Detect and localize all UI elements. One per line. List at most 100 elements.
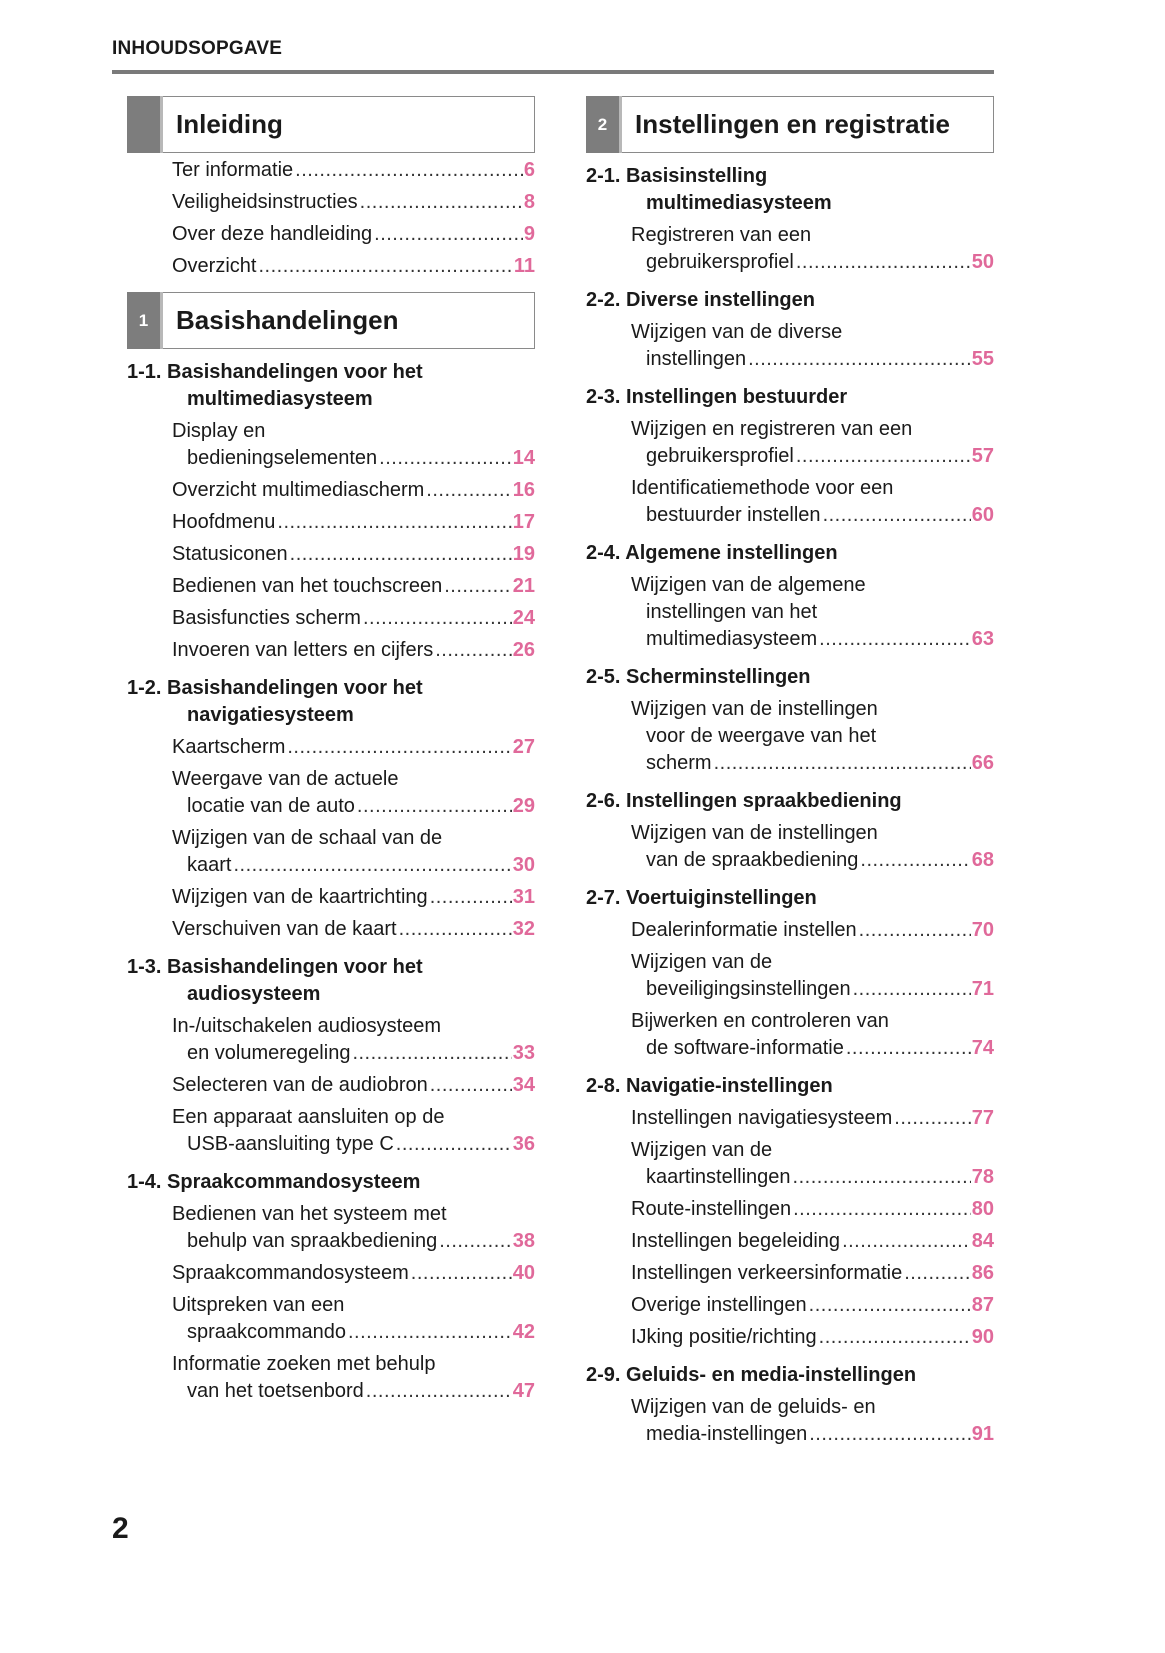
toc-page-link[interactable]: 31 [512,886,535,908]
toc-page-link[interactable]: 11 [513,255,535,277]
toc-page-link[interactable]: 32 [512,918,535,940]
toc-entry[interactable]: Route-instellingen 80 [586,1196,994,1223]
toc-entry[interactable]: Wijzigen van de schaal van de kaart 30 [127,825,535,879]
toc-page-link[interactable]: 57 [971,445,994,467]
toc-entry[interactable]: Bedienen van het touchscreen 21 [127,573,535,600]
toc-entry[interactable]: Instellingen begeleiding 84 [586,1228,994,1255]
section-heading[interactable]: 2-9. Geluids- en media-instellingen [586,1362,994,1389]
toc-page-link[interactable]: 33 [512,1042,535,1064]
toc-page-link[interactable]: 71 [971,978,994,1000]
toc-entry[interactable]: Veiligheidsinstructies 8 [127,189,535,216]
section-heading[interactable]: 2-4. Algemene instellingen [586,540,994,567]
section-heading[interactable]: 1-2. Basishandelingen voor het navigaties… [127,675,535,729]
toc-entry[interactable]: Wijzigen van de geluids- en media-instell… [586,1394,994,1448]
dot-leader [444,573,512,600]
section-heading[interactable]: 2-6. Instellingen spraakbediening [586,788,994,815]
toc-entry[interactable]: Overzicht 11 [127,253,535,280]
toc-page-link[interactable]: 27 [512,736,535,758]
toc-page-link[interactable]: 63 [971,628,994,650]
toc-entry-line: kaartinstellingen 78 [631,1164,994,1191]
toc-page-link[interactable]: 14 [512,447,535,469]
section-heading[interactable]: 2-5. Scherminstellingen [586,664,994,691]
toc-entry[interactable]: Wijzigen van de kaartrichting 31 [127,884,535,911]
toc-page-link[interactable]: 9 [523,223,535,245]
toc-entry[interactable]: Wijzigen van de instellingen van de spraa… [586,820,994,874]
toc-page-link[interactable]: 36 [512,1133,535,1155]
toc-page-link[interactable]: 78 [971,1166,994,1188]
toc-entry[interactable]: Overzicht multimediascherm 16 [127,477,535,504]
section-heading[interactable]: 2-1. Basisinstelling multimediasysteem [586,163,994,217]
section-heading[interactable]: 1-4. Spraakcommandosysteem [127,1169,535,1196]
toc-entry[interactable]: Invoeren van letters en cijfers 26 [127,637,535,664]
toc-entry[interactable]: Bedienen van het systeem met behulp van s… [127,1201,535,1255]
toc-entry[interactable]: Statusiconen 19 [127,541,535,568]
toc-entry-text: USB-aansluiting type C [187,1133,394,1155]
section-heading[interactable]: 1-3. Basishandelingen voor het audiosyste… [127,954,535,1008]
toc-entry[interactable]: Een apparaat aansluiten op de USB-aanslui… [127,1104,535,1158]
toc-page-link[interactable]: 17 [512,511,535,533]
toc-page-link[interactable]: 66 [971,752,994,774]
toc-page-link[interactable]: 60 [971,504,994,526]
toc-entry[interactable]: Wijzigen en registreren van een gebruiker… [586,416,994,470]
toc-page-link[interactable]: 34 [512,1074,535,1096]
section-heading[interactable]: 2-2. Diverse instellingen [586,287,994,314]
toc-entry[interactable]: Wijzigen van de diverse instellingen 55 [586,319,994,373]
toc-page-link[interactable]: 87 [971,1294,994,1316]
toc-entry[interactable]: Kaartscherm 27 [127,734,535,761]
toc-entry[interactable]: IJking positie/richting 90 [586,1324,994,1351]
section-heading[interactable]: 2-3. Instellingen bestuurder [586,384,994,411]
toc-page-link[interactable]: 40 [512,1262,535,1284]
toc-page-link[interactable]: 47 [512,1380,535,1402]
toc-entry[interactable]: Ter informatie 6 [127,157,535,184]
toc-page-link[interactable]: 26 [512,639,535,661]
toc-entry[interactable]: Wijzigen van de beveiligingsinstellingen 7… [586,949,994,1003]
toc-entry[interactable]: Wijzigen van de algemene instellingen van… [586,572,994,653]
toc-entry[interactable]: Uitspreken van een spraakcommando 42 [127,1292,535,1346]
toc-page-link[interactable]: 30 [512,854,535,876]
toc-entry-text: Wijzigen van de [631,951,773,973]
toc-entry[interactable]: Wijzigen van de kaartinstellingen 78 [586,1137,994,1191]
toc-entry[interactable]: Overige instellingen 87 [586,1292,994,1319]
section-heading[interactable]: 2-7. Voertuiginstellingen [586,885,994,912]
toc-page-link[interactable]: 38 [512,1230,535,1252]
toc-page-link[interactable]: 91 [971,1423,994,1445]
toc-entry-line: locatie van de auto 29 [172,793,535,820]
section-heading[interactable]: 2-8. Navigatie-instellingen [586,1073,994,1100]
toc-page-link[interactable]: 50 [971,251,994,273]
toc-page-link[interactable]: 68 [971,849,994,871]
toc-entry[interactable]: Wijzigen van de instellingen voor de weer… [586,696,994,777]
toc-entry[interactable]: Verschuiven van de kaart 32 [127,916,535,943]
toc-entry[interactable]: Dealerinformatie instellen 70 [586,917,994,944]
toc-entry[interactable]: Hoofdmenu 17 [127,509,535,536]
toc-page-link[interactable]: 77 [971,1107,994,1129]
toc-page-link[interactable]: 8 [523,191,535,213]
toc-page-link[interactable]: 55 [971,348,994,370]
toc-entry[interactable]: Selecteren van de audiobron 34 [127,1072,535,1099]
toc-entry[interactable]: Registreren van een gebruikersprofiel 50 [586,222,994,276]
toc-page-link[interactable]: 24 [512,607,535,629]
toc-entry[interactable]: Over deze handleiding 9 [127,221,535,248]
toc-entry[interactable]: Bijwerken en controleren van de software-… [586,1008,994,1062]
toc-page-link[interactable]: 19 [512,543,535,565]
toc-entry[interactable]: Identificatiemethode voor een bestuurder … [586,475,994,529]
toc-page-link[interactable]: 6 [523,159,535,181]
toc-page-link[interactable]: 21 [512,575,535,597]
toc-entry[interactable]: Instellingen verkeersinformatie 86 [586,1260,994,1287]
toc-page-link[interactable]: 74 [971,1037,994,1059]
toc-entry[interactable]: Basisfuncties scherm 24 [127,605,535,632]
toc-entry[interactable]: Spraakcommandosysteem 40 [127,1260,535,1287]
toc-entry[interactable]: Weergave van de actuele locatie van de au… [127,766,535,820]
toc-page-link[interactable]: 16 [512,479,535,501]
toc-page-link[interactable]: 42 [512,1321,535,1343]
toc-entry[interactable]: Display en bedieningselementen 14 [127,418,535,472]
toc-entry[interactable]: Instellingen navigatiesysteem 77 [586,1105,994,1132]
toc-entry[interactable]: Informatie zoeken met behulp van het toet… [127,1351,535,1405]
toc-entry[interactable]: In-/uitschakelen audiosysteem en volumere… [127,1013,535,1067]
toc-page-link[interactable]: 86 [971,1262,994,1284]
toc-page-link[interactable]: 80 [971,1198,994,1220]
toc-page-link[interactable]: 84 [971,1230,994,1252]
toc-page-link[interactable]: 29 [512,795,535,817]
toc-page-link[interactable]: 70 [971,919,994,941]
toc-page-link[interactable]: 90 [971,1326,994,1348]
section-heading[interactable]: 1-1. Basishandelingen voor het multimedia… [127,359,535,413]
